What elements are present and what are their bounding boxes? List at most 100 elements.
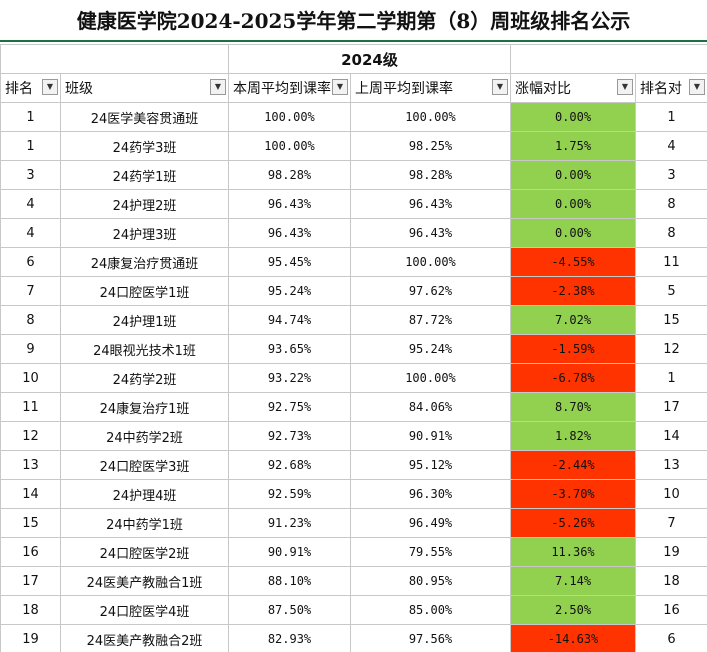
- cell: 24眼视光技术1班: [60, 334, 229, 364]
- cell: 24药学1班: [60, 160, 229, 190]
- group-row: 2024级: [0, 44, 707, 74]
- cell: 84.06%: [350, 392, 511, 422]
- cell: 93.65%: [228, 334, 351, 364]
- cell: 24康复治疗1班: [60, 392, 229, 422]
- cell: 7.14%: [510, 566, 636, 596]
- cell: 1: [635, 102, 707, 132]
- cell: 92.73%: [228, 421, 351, 451]
- filter-button[interactable]: ▼: [689, 79, 705, 95]
- cell: 0.00%: [510, 218, 636, 248]
- cell: 95.45%: [228, 247, 351, 277]
- cell: -2.44%: [510, 450, 636, 480]
- cell: 7.02%: [510, 305, 636, 335]
- cell: 19: [0, 624, 61, 652]
- cell: 11.36%: [510, 537, 636, 567]
- cell: 24中药学2班: [60, 421, 229, 451]
- cell: 18: [0, 595, 61, 625]
- filter-button[interactable]: ▼: [617, 79, 633, 95]
- cell: 91.23%: [228, 508, 351, 538]
- cell: 100.00%: [228, 102, 351, 132]
- cell: 95.24%: [350, 334, 511, 364]
- cell: 97.56%: [350, 624, 511, 652]
- cell: 85.00%: [350, 595, 511, 625]
- filter-button[interactable]: ▼: [42, 79, 58, 95]
- cell: 92.59%: [228, 479, 351, 509]
- cell: 24药学3班: [60, 131, 229, 161]
- header-cell: 上周平均到课率 ▼: [350, 73, 511, 103]
- cell: 13: [0, 450, 61, 480]
- cell: 8.70%: [510, 392, 636, 422]
- header-text: 排名: [5, 81, 33, 97]
- cell: 87.72%: [350, 305, 511, 335]
- cell: 96.43%: [350, 218, 511, 248]
- cell: 97.62%: [350, 276, 511, 306]
- cell: 100.00%: [350, 363, 511, 393]
- cell: 24护理4班: [60, 479, 229, 509]
- cell: 24医学美容贯通班: [60, 102, 229, 132]
- cell: 11: [635, 247, 707, 277]
- cell: 24护理1班: [60, 305, 229, 335]
- header-text: 涨幅对比: [515, 81, 571, 97]
- cell: 24护理3班: [60, 218, 229, 248]
- cell: 6: [0, 247, 61, 277]
- header-text: 本周平均到课率: [233, 81, 331, 97]
- cell: -3.70%: [510, 479, 636, 509]
- cell: 24口腔医学1班: [60, 276, 229, 306]
- cell: 4: [635, 131, 707, 161]
- filter-button[interactable]: ▼: [492, 79, 508, 95]
- cell: 4: [0, 218, 61, 248]
- cell: 12: [0, 421, 61, 451]
- cell: 12: [635, 334, 707, 364]
- data-row: 19 24医美产教融合2班 82.93% 97.56% -14.63% 6: [0, 624, 707, 652]
- cell: 14: [0, 479, 61, 509]
- cell: 6: [635, 624, 707, 652]
- cell: 19: [635, 537, 707, 567]
- data-row: 8 24护理1班 94.74% 87.72% 7.02% 15: [0, 305, 707, 335]
- cell: 1: [0, 102, 61, 132]
- filter-button[interactable]: ▼: [210, 79, 226, 95]
- data-row: 6 24康复治疗贯通班 95.45% 100.00% -4.55% 11: [0, 247, 707, 277]
- cell: 1.75%: [510, 131, 636, 161]
- cell: 24医美产教融合1班: [60, 566, 229, 596]
- cell: 9: [0, 334, 61, 364]
- cell: 24中药学1班: [60, 508, 229, 538]
- cell: 24医美产教融合2班: [60, 624, 229, 652]
- cell: -2.38%: [510, 276, 636, 306]
- cell: 95.24%: [228, 276, 351, 306]
- data-row: 13 24口腔医学3班 92.68% 95.12% -2.44% 13: [0, 450, 707, 480]
- data-row: 9 24眼视光技术1班 93.65% 95.24% -1.59% 12: [0, 334, 707, 364]
- cell: 79.55%: [350, 537, 511, 567]
- cell: 24口腔医学3班: [60, 450, 229, 480]
- cell: 3: [0, 160, 61, 190]
- cell: 3: [635, 160, 707, 190]
- cell: 96.30%: [350, 479, 511, 509]
- cell: 1.82%: [510, 421, 636, 451]
- cell: 100.00%: [350, 102, 511, 132]
- cell: 13: [635, 450, 707, 480]
- cell: 80.95%: [350, 566, 511, 596]
- cell: 8: [0, 305, 61, 335]
- cell: 8: [635, 218, 707, 248]
- data-row: 7 24口腔医学1班 95.24% 97.62% -2.38% 5: [0, 276, 707, 306]
- header-row: 排名 ▼ 班级 ▼ 本周平均到课率 ▼ 上周平均到课率 ▼ 涨幅对比 ▼ 排名对 ▼: [0, 73, 707, 103]
- cell: 98.28%: [228, 160, 351, 190]
- cell: 24药学2班: [60, 363, 229, 393]
- cell: 15: [0, 508, 61, 538]
- data-row: 15 24中药学1班 91.23% 96.49% -5.26% 7: [0, 508, 707, 538]
- cell: 90.91%: [350, 421, 511, 451]
- data-row: 18 24口腔医学4班 87.50% 85.00% 2.50% 16: [0, 595, 707, 625]
- cell: 90.91%: [228, 537, 351, 567]
- cell: -14.63%: [510, 624, 636, 652]
- cell: -6.78%: [510, 363, 636, 393]
- filter-button[interactable]: ▼: [332, 79, 348, 95]
- sheet-title: 健康医学院2024-2025学年第二学期第（8）周班级排名公示: [0, 0, 707, 42]
- header-text: 排名对: [640, 81, 682, 97]
- cell: 24护理2班: [60, 189, 229, 219]
- cell: -1.59%: [510, 334, 636, 364]
- cell: 82.93%: [228, 624, 351, 652]
- header-text: 上周平均到课率: [355, 81, 453, 97]
- header-cell: 排名对 ▼: [635, 73, 707, 103]
- cell: 11: [0, 392, 61, 422]
- data-row: 1 24药学3班 100.00% 98.25% 1.75% 4: [0, 131, 707, 161]
